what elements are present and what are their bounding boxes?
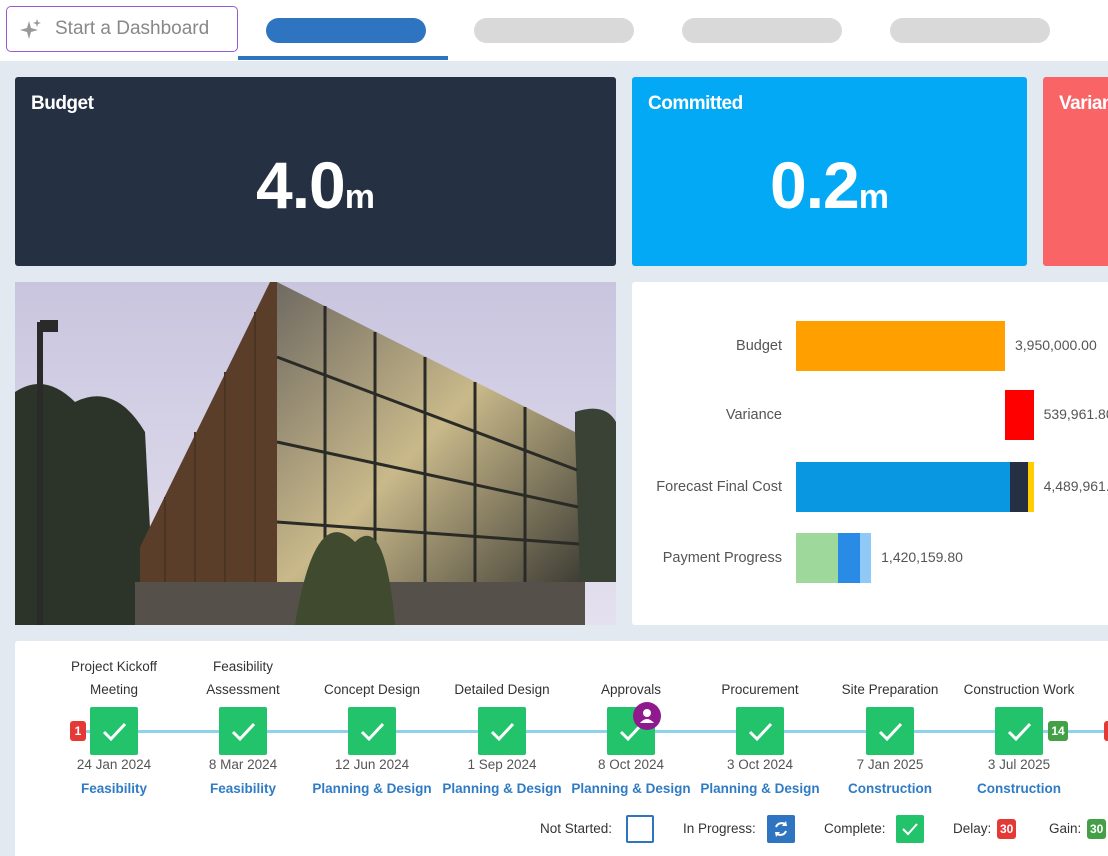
milestone-name: Detailed Design	[454, 682, 550, 697]
legend-not-started	[626, 815, 654, 843]
kpi-number: 0.2	[770, 148, 860, 222]
category-label: Forecast Final Cost	[656, 478, 782, 495]
milestone-date: 3 Oct 2024	[726, 757, 794, 772]
category-label: Variance	[725, 406, 782, 423]
milestone-phase: Planning & Design	[700, 781, 820, 796]
tab[interactable]	[890, 18, 1050, 43]
value-label: 3,950,000.00	[1015, 337, 1097, 353]
timeline-line	[78, 729, 1108, 733]
milestone-date: 8 Mar 2024	[208, 757, 278, 772]
milestone-complete	[866, 707, 914, 755]
milestone-complete	[478, 707, 526, 755]
kpi-card: Committed 0.2m	[632, 77, 1027, 266]
delay-badge: 6	[1104, 721, 1108, 741]
bar-segment	[1028, 462, 1034, 512]
milestone-phase: Construction	[848, 781, 932, 796]
milestone-date: 3 Jul 2025	[987, 757, 1051, 772]
bar	[1005, 390, 1034, 440]
milestone-name: Procurement	[721, 682, 799, 697]
milestone-complete	[90, 707, 138, 755]
kpi-value: 4.0m	[15, 147, 616, 223]
legend-label: Complete:	[824, 821, 886, 836]
value-label: 539,961.80	[1043, 406, 1108, 422]
button-label: Start a Dashboard	[55, 18, 210, 39]
milestone-date: 12 Jun 2024	[334, 757, 410, 772]
kpi-title: Committed	[648, 93, 743, 114]
milestone-name: Construction Work	[963, 682, 1075, 697]
milestone-date: 24 Jan 2024	[76, 757, 152, 772]
milestone-name: Feasibility Assessment	[206, 659, 280, 697]
legend-label: In Progress:	[683, 821, 756, 836]
milestone-date: 8 Oct 2024	[597, 757, 665, 772]
tab[interactable]	[266, 18, 426, 43]
milestone-date: 1 Sep 2024	[467, 757, 537, 772]
legend-gain-badge: 30	[1087, 819, 1107, 839]
bar-segment	[860, 533, 872, 583]
tab[interactable]	[682, 18, 842, 43]
milestone-phase: Feasibility	[80, 781, 148, 796]
milestone-name: Project Kickoff Meeting	[70, 659, 158, 697]
milestone-name: Site Preparation	[841, 682, 939, 697]
kpi-card: Budget 4.0m	[15, 77, 616, 266]
category-label: Budget	[736, 337, 782, 354]
value-label: 1,420,159.80	[881, 549, 963, 565]
milestone-phase: Planning & Design	[312, 781, 432, 796]
milestone-name: Approvals	[600, 682, 662, 697]
building-photo	[15, 282, 616, 625]
kpi-card: Variance	[1043, 77, 1108, 266]
timeline-card: Project Kickoff Meeting 24 Jan 2024 Feasib…	[15, 641, 1108, 856]
legend-label: Delay:	[953, 821, 992, 836]
bar-segment	[837, 533, 861, 583]
tab-underline	[238, 56, 448, 60]
legend-delay-badge: 30	[997, 819, 1017, 839]
kpi-unit: m	[858, 178, 889, 216]
cost-chart: Budget 3,950,000.00 Variance 539,961.80 Fore…	[632, 282, 1108, 625]
legend-complete	[896, 815, 924, 843]
milestone-phase: Planning & Design	[442, 781, 562, 796]
legend-label: Gain:	[1049, 821, 1082, 836]
photo-illustration	[15, 282, 616, 625]
milestone-phase: Feasibility	[209, 781, 277, 796]
kpi-value: 0.2m	[632, 147, 1027, 223]
delay-badge: 1	[70, 721, 86, 741]
milestone-complete	[348, 707, 396, 755]
bar-segment	[796, 462, 1011, 512]
start-dashboard-button[interactable]: Start a Dashboard	[6, 6, 238, 52]
legend-in-progress	[767, 815, 795, 843]
category-label: Payment Progress	[662, 549, 782, 566]
gain-badge: 14	[1048, 721, 1068, 741]
legend-label: Not Started:	[540, 821, 613, 836]
value-label: 4,489,961.80	[1043, 478, 1108, 494]
milestone-phase: Planning & Design	[571, 781, 691, 796]
bar	[796, 321, 1005, 371]
kpi-unit: m	[344, 178, 375, 216]
bar-segment	[1010, 462, 1029, 512]
milestone-phase: Construction	[977, 781, 1061, 796]
milestone-date: 7 Jan 2025	[856, 757, 924, 772]
tab[interactable]	[474, 18, 634, 43]
kpi-title: Variance	[1059, 93, 1108, 114]
bar-segment	[796, 533, 838, 583]
sparkle-icon	[20, 19, 41, 39]
kpi-number: 4.0	[256, 148, 346, 222]
milestone-complete	[219, 707, 267, 755]
milestone-name: Concept Design	[323, 682, 421, 697]
milestone-complete	[736, 707, 784, 755]
milestone-complete	[995, 707, 1043, 755]
kpi-title: Budget	[31, 93, 94, 114]
assignee-icon	[633, 702, 661, 730]
